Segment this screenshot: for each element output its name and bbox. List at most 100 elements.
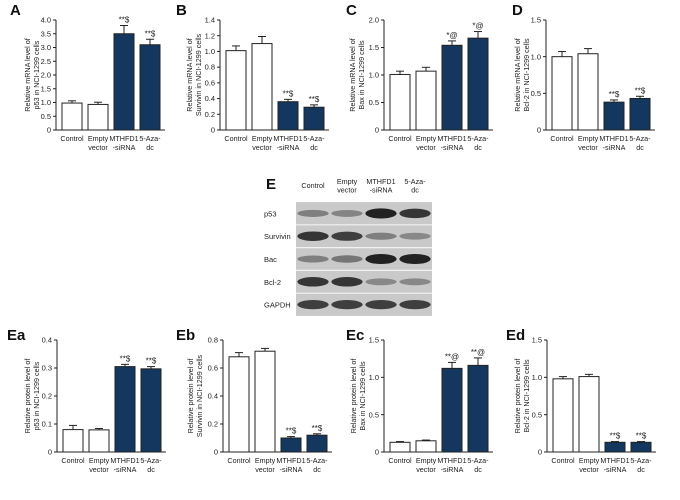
blot-column-label: MTHFD1 — [366, 177, 395, 186]
bar — [415, 440, 437, 453]
x-tick-label: MTHFD1 — [599, 134, 628, 143]
bar — [251, 43, 273, 131]
x-tick-label: Control — [224, 134, 248, 143]
y-tick-label: 0.1 — [42, 420, 52, 429]
bar — [88, 429, 110, 453]
x-tick-label: dc — [310, 143, 318, 152]
x-tick-label: vector — [252, 143, 272, 152]
x-tick-label: Empty — [88, 134, 109, 143]
y-tick-label: 0.6 — [205, 78, 215, 87]
x-tick-label: MTHFD1 — [109, 134, 138, 143]
blot-band — [365, 208, 397, 219]
bar — [577, 53, 599, 131]
y-tick-label: 1.0 — [531, 52, 541, 61]
y-tick-label: 0.8 — [208, 336, 218, 345]
bar — [603, 101, 625, 131]
y-axis-label: Relative protein level ofBax in NCI-1299… — [349, 359, 367, 434]
bar — [467, 37, 489, 131]
x-tick-label: Empty — [255, 456, 276, 465]
chart-panel-A: A Relative mRNA level ofp53 in NCI-1299 c… — [10, 2, 165, 152]
blot-band — [331, 231, 363, 241]
significance-mark: **$ — [636, 432, 647, 441]
x-tick-label: Empty — [252, 134, 273, 143]
blot-band — [331, 300, 363, 310]
x-tick-label: 5-Aza- — [303, 134, 325, 143]
blot-column-label: 5-Aza- — [404, 177, 426, 186]
y-axis-label-line: Relative mRNA level of — [23, 38, 32, 112]
y-tick-label: 4.0 — [41, 16, 51, 25]
y-axis-label: Relative mRNA level ofp53 in NCI-1299 ce… — [23, 38, 41, 112]
bar — [139, 44, 161, 131]
x-tick-label: MTHFD1 — [110, 456, 139, 465]
blot-band — [331, 255, 363, 263]
y-tick-label: 1.5 — [532, 336, 542, 345]
significance-mark: **@ — [471, 348, 485, 357]
significance-mark: **$ — [312, 424, 323, 433]
bar — [62, 429, 84, 453]
y-axis-label-line: Bcl-2 in NCI-1299 cells — [522, 359, 531, 433]
y-tick-label: 2.0 — [41, 71, 51, 80]
x-tick-label: Empty — [416, 456, 437, 465]
y-tick-label: 0.5 — [531, 89, 541, 98]
significance-mark: **$ — [146, 357, 157, 366]
y-tick-label: 1.0 — [532, 373, 542, 382]
panel-label: Ec — [346, 327, 364, 344]
significance-mark: **$ — [283, 89, 294, 98]
y-axis-label: Relative mRNA level ofBcl-2 in NCI-1299 … — [513, 38, 531, 112]
y-tick-label: 0 — [47, 126, 51, 135]
x-tick-label: Control — [551, 456, 575, 465]
y-tick-label: 0 — [375, 448, 379, 457]
bar — [578, 376, 600, 453]
y-axis-label: Relative protein level ofp53 in NCI-1299… — [23, 359, 41, 434]
x-tick-label: Control — [550, 134, 574, 143]
x-tick-label: MTHFD1 — [437, 134, 466, 143]
y-tick-label: 1.5 — [369, 336, 379, 345]
y-tick-label: 0 — [214, 448, 218, 457]
blot-row-label: p53 — [264, 209, 277, 218]
blot-column-label: Empty — [337, 177, 358, 186]
bar — [306, 434, 328, 453]
y-tick-label: 0 — [538, 448, 542, 457]
bar — [87, 103, 109, 131]
x-tick-label: 5-Aza- — [306, 456, 328, 465]
x-tick-label: dc — [474, 465, 482, 474]
y-tick-label: 0 — [375, 126, 379, 135]
x-tick-label: -siRNA — [114, 465, 137, 474]
x-tick-label: 5-Aza- — [629, 134, 651, 143]
x-tick-label: vector — [578, 143, 598, 152]
y-tick-label: 2.5 — [41, 57, 51, 66]
panel-label: E — [266, 176, 276, 193]
panel-label: B — [176, 2, 187, 19]
bar — [277, 101, 299, 131]
blot-strip — [296, 202, 432, 225]
bar — [629, 97, 651, 131]
x-tick-label: Control — [388, 134, 412, 143]
chart-panel-D: D Relative mRNA level ofBcl-2 in NCI-1299… — [512, 2, 655, 152]
x-tick-label: vector — [579, 465, 599, 474]
y-tick-label: 1.4 — [205, 16, 215, 25]
blot-column-label: Control — [301, 181, 325, 190]
blot-band — [297, 209, 329, 217]
x-tick-label: -siRNA — [441, 143, 464, 152]
significance-mark: **@ — [445, 352, 459, 361]
x-tick-label: 5-Aza- — [140, 456, 162, 465]
chart-panel-Ec: Ec Relative protein level ofBax in NCI-12… — [346, 327, 493, 474]
x-tick-label: dc — [146, 143, 154, 152]
bar — [630, 441, 652, 453]
bar — [389, 441, 411, 453]
y-tick-label: 0.6 — [208, 364, 218, 373]
x-tick-label: -siRNA — [604, 465, 627, 474]
blot-band — [365, 278, 397, 286]
y-tick-label: 1.0 — [369, 373, 379, 382]
x-tick-label: Empty — [579, 456, 600, 465]
blot-band — [365, 300, 397, 310]
y-tick-label: 0.5 — [369, 98, 379, 107]
x-tick-label: dc — [147, 465, 155, 474]
bar — [441, 44, 463, 131]
y-axis-label: Relative mRNA level ofBax in NCI-1299 ce… — [348, 38, 366, 112]
blot-band — [399, 278, 431, 286]
y-tick-label: 3.0 — [41, 43, 51, 52]
bar — [604, 441, 626, 453]
blot-row-label: Bac — [264, 255, 277, 264]
